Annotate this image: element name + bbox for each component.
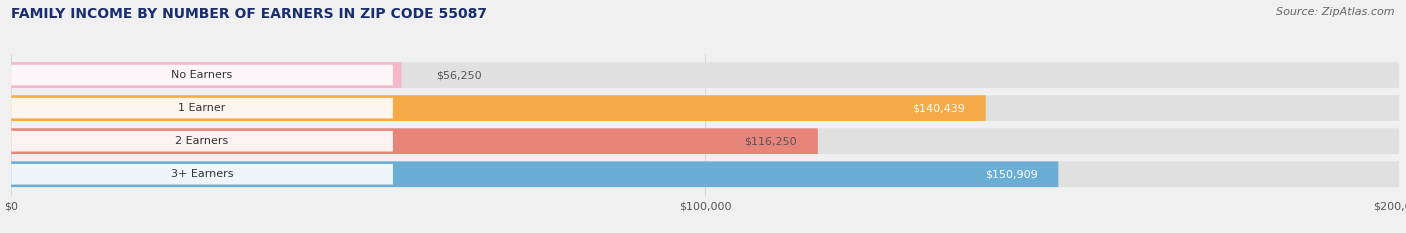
Text: $116,250: $116,250	[744, 136, 797, 146]
Text: 3+ Earners: 3+ Earners	[170, 169, 233, 179]
Text: $150,909: $150,909	[984, 169, 1038, 179]
Text: Source: ZipAtlas.com: Source: ZipAtlas.com	[1277, 7, 1395, 17]
FancyBboxPatch shape	[11, 62, 402, 88]
FancyBboxPatch shape	[11, 128, 818, 154]
Text: 2 Earners: 2 Earners	[176, 136, 229, 146]
FancyBboxPatch shape	[11, 161, 1399, 187]
Text: FAMILY INCOME BY NUMBER OF EARNERS IN ZIP CODE 55087: FAMILY INCOME BY NUMBER OF EARNERS IN ZI…	[11, 7, 488, 21]
FancyBboxPatch shape	[11, 95, 1399, 121]
FancyBboxPatch shape	[11, 164, 392, 185]
FancyBboxPatch shape	[11, 131, 392, 151]
Text: 1 Earner: 1 Earner	[179, 103, 226, 113]
Text: No Earners: No Earners	[172, 70, 232, 80]
FancyBboxPatch shape	[11, 62, 1399, 88]
FancyBboxPatch shape	[11, 161, 1059, 187]
FancyBboxPatch shape	[11, 95, 986, 121]
Text: $56,250: $56,250	[436, 70, 482, 80]
FancyBboxPatch shape	[11, 128, 1399, 154]
FancyBboxPatch shape	[11, 98, 392, 118]
FancyBboxPatch shape	[11, 65, 392, 85]
Text: $140,439: $140,439	[912, 103, 965, 113]
